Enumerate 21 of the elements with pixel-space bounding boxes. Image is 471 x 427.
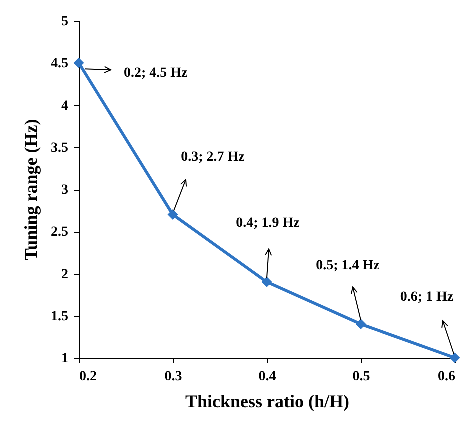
y-tick-label: 5: [62, 14, 68, 30]
y-tick-label: 2.5: [51, 225, 68, 240]
annotation: 0.2; 4.5 Hz: [124, 66, 188, 82]
x-tick-label: 0.3: [164, 370, 182, 384]
x-tick-label: 0.4: [258, 370, 276, 384]
y-tick-label: 3.5: [51, 140, 68, 156]
x-tick-label: 0.2: [80, 370, 97, 384]
y-tick-label: 1: [62, 352, 68, 366]
y-axis-title: Tuning range (Hz): [21, 119, 41, 261]
annotation: 0.4; 1.9 Hz: [236, 216, 300, 232]
annotation: 0.5; 1.4 Hz: [316, 258, 380, 274]
annotation: 0.6; 1 Hz: [400, 290, 454, 305]
annotation: 0.3; 2.7 Hz: [181, 150, 245, 165]
y-tick-label: 4.5: [51, 56, 68, 72]
x-tick-label: 0.6: [438, 370, 456, 384]
y-tick-label: 2: [62, 267, 68, 282]
y-tick-label: 1.5: [51, 309, 68, 324]
y-tick-label: 3: [62, 183, 68, 198]
x-axis-title: Thickness ratio (h/H): [185, 392, 350, 412]
y-tick-label: 4: [62, 98, 68, 114]
x-tick-label: 0.5: [352, 370, 370, 384]
